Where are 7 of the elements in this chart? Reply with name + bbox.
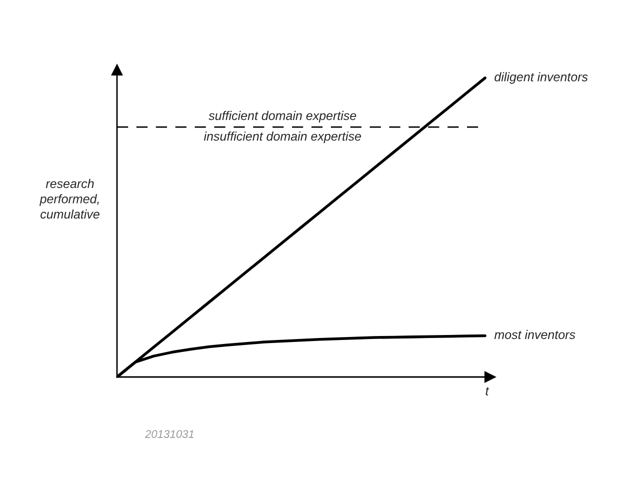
text: 20131031 [144,430,194,438]
annotation: insufficient domain expertise [204,132,361,144]
ref-line-label: sufficient domain expertise [208,110,356,123]
series-label: diligent inventors [494,72,588,84]
series-label: most inventors [494,330,576,340]
x-axis-title: t [486,387,490,396]
y-axis-title: research performed, cumulative [39,178,100,219]
